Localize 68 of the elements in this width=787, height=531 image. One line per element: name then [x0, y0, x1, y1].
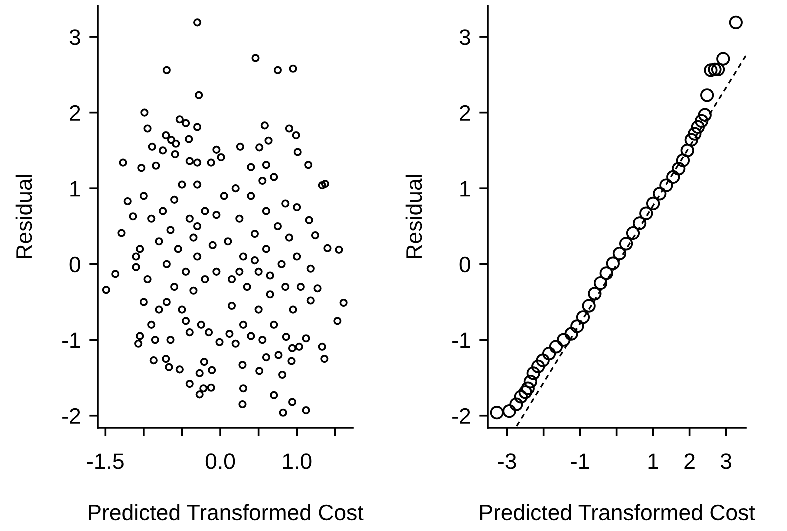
point	[582, 299, 596, 313]
point	[521, 382, 535, 396]
point	[526, 366, 540, 380]
point	[666, 170, 680, 184]
point	[626, 226, 640, 240]
point	[570, 320, 584, 334]
y-tick-label: -2	[62, 408, 80, 424]
y-axis-title: Residual	[16, 175, 32, 258]
point	[542, 346, 556, 361]
point	[588, 287, 602, 301]
x-axis-title: Predicted Transformed Cost	[480, 504, 756, 521]
x-tick-label: 2	[684, 454, 695, 470]
point	[695, 114, 709, 128]
point	[646, 196, 660, 211]
point	[594, 276, 608, 290]
y-tick-label: 1	[70, 181, 80, 197]
point	[612, 246, 627, 261]
point	[711, 62, 726, 76]
y-tick-label: 1	[460, 181, 470, 197]
point	[704, 64, 718, 78]
point	[729, 16, 743, 30]
point	[688, 127, 702, 141]
point	[698, 108, 712, 122]
x-tick-label: -3	[498, 454, 516, 470]
point	[684, 133, 698, 147]
point	[680, 144, 694, 158]
x-axis-title: Predicted Transformed Cost	[89, 504, 364, 521]
point	[640, 206, 654, 220]
point	[676, 154, 690, 168]
y-tick-label: -1	[452, 332, 470, 348]
x-tick-label: 1	[648, 454, 658, 470]
y-tick-label: 3	[70, 30, 80, 46]
point	[514, 390, 528, 404]
point	[524, 374, 538, 389]
y-tick-label: 0	[460, 256, 470, 273]
point	[490, 406, 504, 420]
point	[557, 333, 571, 347]
point	[653, 187, 667, 201]
x-tick-label: 0.0	[206, 454, 236, 470]
point	[672, 162, 686, 176]
point	[532, 360, 546, 374]
point	[518, 386, 532, 400]
point	[606, 256, 620, 270]
point	[633, 216, 647, 230]
y-tick-label: 2	[460, 105, 470, 121]
point	[660, 178, 674, 192]
point	[700, 88, 714, 102]
x-tick-label: 1.0	[283, 454, 312, 470]
y-tick-label: 2	[70, 105, 80, 121]
point	[708, 62, 722, 76]
point	[564, 327, 578, 341]
y-tick-label: -2	[452, 408, 470, 424]
point	[576, 310, 590, 324]
x-tick-label: -1	[571, 454, 590, 470]
point	[536, 354, 550, 368]
point	[716, 52, 730, 66]
x-tick-label: -1.5	[88, 454, 124, 470]
point	[620, 237, 634, 251]
y-tick-label: 3	[460, 30, 470, 46]
point	[502, 404, 516, 418]
point	[691, 120, 706, 134]
point	[549, 340, 564, 354]
y-tick-label: -1	[62, 332, 80, 348]
point	[600, 266, 614, 280]
x-tick-label: 3	[720, 454, 732, 470]
y-axis-title: Residual	[406, 175, 422, 258]
point	[510, 398, 524, 412]
y-tick-label: 0	[70, 256, 80, 273]
